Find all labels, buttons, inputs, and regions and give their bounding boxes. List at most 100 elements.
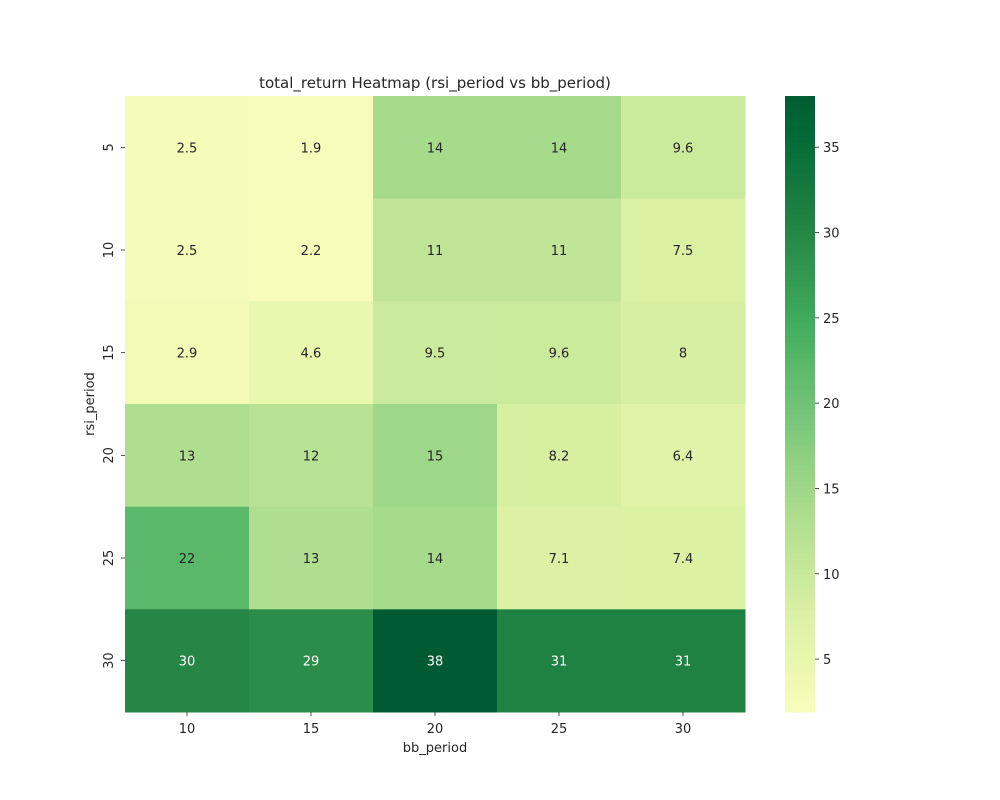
cell-value-label: 11 <box>551 244 568 259</box>
colorbar-segment <box>785 578 815 585</box>
colorbar-segment <box>785 486 815 492</box>
heatmap-cell <box>621 506 746 610</box>
colorbar-segment <box>785 655 815 662</box>
heatmap-cell <box>125 198 250 302</box>
cell-value-label: 11 <box>427 244 444 259</box>
colorbar-segment <box>785 321 815 328</box>
colorbar-segment <box>785 265 815 272</box>
colorbar-segment <box>785 640 815 646</box>
colorbar-segment <box>785 234 815 241</box>
colorbar-segment <box>785 665 815 672</box>
cell-value-label: 2.5 <box>177 244 198 259</box>
heatmap-cell <box>621 301 746 405</box>
cell-value-label: 6.4 <box>673 449 694 464</box>
colorbar-segment <box>785 106 815 112</box>
heatmap-cell <box>249 609 374 713</box>
chart-title: total_return Heatmap (rsi_period vs bb_p… <box>259 74 611 93</box>
colorbar-segment <box>785 445 815 451</box>
colorbar-segment <box>785 691 815 698</box>
colorbar-segment <box>785 173 815 179</box>
cell-value-label: 29 <box>303 655 320 670</box>
colorbar-segment <box>785 306 815 313</box>
heatmap-cell <box>621 198 746 302</box>
y-tick-label: 25 <box>102 550 117 567</box>
cell-value-label: 2.9 <box>177 347 198 362</box>
colorbar-segment <box>785 532 815 539</box>
heatmap-cell <box>125 301 250 405</box>
x-tick-label: 15 <box>303 722 320 737</box>
colorbar-segment <box>785 188 815 195</box>
colorbar-segment <box>785 250 815 256</box>
heatmap-cell <box>125 506 250 610</box>
x-tick-label: 30 <box>675 722 692 737</box>
cell-value-label: 14 <box>427 141 444 156</box>
y-tick-label: 30 <box>102 652 117 669</box>
cell-value-label: 13 <box>179 449 196 464</box>
heatmap-cell <box>249 198 374 302</box>
heatmap-cell <box>249 301 374 405</box>
colorbar-segment <box>785 604 815 610</box>
colorbar-segment <box>785 275 815 282</box>
colorbar-segment <box>785 537 815 544</box>
colorbar-segment <box>785 393 815 400</box>
colorbar-segment <box>785 409 815 415</box>
heatmap-cell <box>249 96 374 200</box>
colorbar-segment <box>785 111 815 118</box>
colorbar-segment <box>785 126 815 133</box>
cell-value-label: 31 <box>675 655 692 670</box>
colorbar-segment <box>785 629 815 636</box>
colorbar-segment <box>785 522 815 528</box>
colorbar-segment <box>785 593 815 600</box>
colorbar-segment <box>785 701 815 708</box>
colorbar-segment <box>785 527 815 533</box>
x-tick-label: 20 <box>427 722 444 737</box>
colorbar-segment <box>785 670 815 677</box>
colorbar-segment <box>785 383 815 390</box>
cell-annotations: 2.5 1.9 14 14 9.6 2.5 2.2 11 11 7.5 2.9 4.6 9.5 9.6 8 1… <box>177 141 694 669</box>
colorbar-tick-label: 15 <box>823 482 840 497</box>
colorbar-tick-label: 35 <box>823 141 840 156</box>
colorbar-segment <box>785 347 815 354</box>
colorbar-segment <box>785 506 815 513</box>
colorbar-segment <box>785 167 815 174</box>
colorbar-segment <box>785 552 815 559</box>
heatmap-cell <box>373 506 498 610</box>
heatmap-cell <box>497 301 622 405</box>
colorbar-segment <box>785 157 815 164</box>
cell-value-label: 15 <box>427 449 444 464</box>
x-tick-label: 10 <box>179 722 196 737</box>
y-axis-label: rsi_period <box>83 372 98 436</box>
colorbar-segment <box>785 337 815 343</box>
cell-value-label: 1.9 <box>301 141 322 156</box>
colorbar-segment <box>785 465 815 472</box>
colorbar-segment <box>785 681 815 687</box>
cell-value-label: 13 <box>303 552 320 567</box>
cell-value-label: 22 <box>179 552 196 567</box>
colorbar-segment <box>785 624 815 631</box>
colorbar-segment <box>785 511 815 518</box>
colorbar-segment <box>785 121 815 128</box>
colorbar-segment <box>785 429 815 436</box>
colorbar-segment <box>785 424 815 431</box>
cell-value-label: 9.6 <box>673 141 694 156</box>
colorbar-segment <box>785 542 815 549</box>
colorbar-segment <box>785 183 815 189</box>
colorbar-segment <box>785 152 815 159</box>
colorbar-segment <box>785 285 815 292</box>
heatmap-cell <box>621 96 746 200</box>
colorbar-segment <box>785 481 815 487</box>
cell-value-label: 2.5 <box>177 141 198 156</box>
colorbar-segment <box>785 568 815 574</box>
cell-value-label: 8 <box>679 347 687 362</box>
colorbar-segment <box>785 491 815 497</box>
colorbar-segment <box>785 239 815 246</box>
colorbar-segment <box>785 203 815 210</box>
colorbar-segment <box>785 301 815 308</box>
colorbar-segment <box>785 419 815 426</box>
colorbar-segment <box>785 101 815 107</box>
heatmap-cell <box>621 404 746 508</box>
colorbar-segment <box>785 460 815 467</box>
x-tick-label: 25 <box>551 722 568 737</box>
heatmap-cells <box>125 96 746 713</box>
heatmap-cell <box>497 198 622 302</box>
